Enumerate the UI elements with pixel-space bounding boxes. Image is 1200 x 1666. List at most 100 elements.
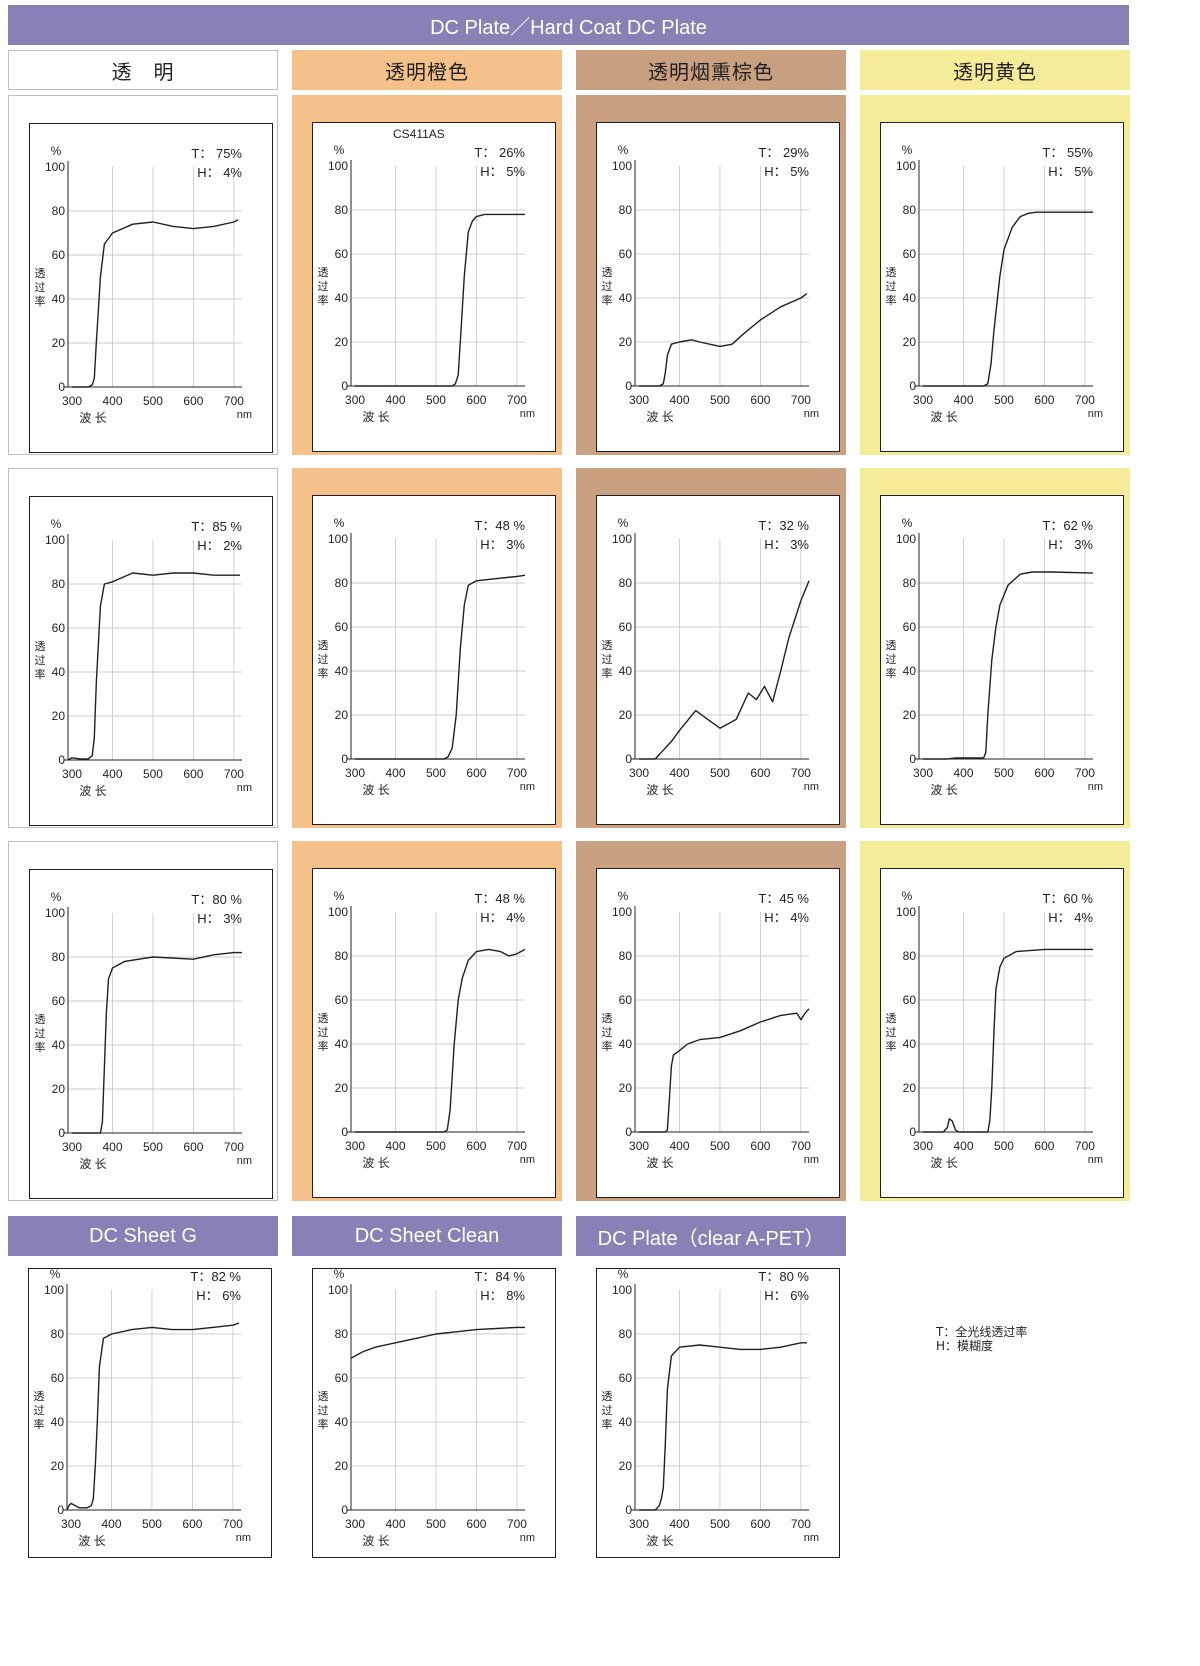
haze-label: H： 4% — [764, 910, 809, 925]
y-tick-label: 100 — [612, 1283, 632, 1297]
transmittance-curve — [355, 948, 526, 1133]
chart-panel: 0 20 40 60 80 100% 透过率 300 400 500 600 700 nm 波 长 T：82… — [8, 1262, 278, 1562]
x-tick-label: 700 — [507, 1139, 527, 1153]
y-tick-label: 20 — [52, 1082, 66, 1096]
y-tick-label: 80 — [335, 1327, 349, 1341]
x-tick-label: 500 — [710, 1139, 730, 1153]
y-tick-label: 0 — [58, 753, 65, 767]
haze-label: H： 3% — [480, 537, 525, 552]
y-axis-label-char: 过 — [886, 653, 897, 666]
haze-label: H： 6% — [764, 1288, 809, 1303]
x-tick-label: 400 — [953, 766, 973, 780]
x-unit-label: nm — [236, 1532, 251, 1544]
x-unit-label: nm — [520, 1154, 535, 1166]
y-tick-label: 20 — [903, 1081, 917, 1095]
y-tick-label: 0 — [341, 379, 348, 393]
y-tick-label: 20 — [335, 1459, 349, 1473]
x-tick-label: 600 — [182, 1517, 202, 1531]
transmittance-label: T：60 % — [1042, 891, 1093, 906]
y-tick-label: 0 — [909, 1125, 916, 1139]
x-tick-label: 700 — [507, 766, 527, 780]
legend-t-line: T：全光线透过率 — [936, 1325, 1028, 1339]
transmittance-curve — [639, 293, 808, 387]
x-axis-label: 波 长 — [78, 1534, 105, 1548]
y-tick-label: 40 — [903, 291, 917, 305]
x-tick-label: 400 — [385, 766, 405, 780]
y-axis-label-char: 率 — [318, 1039, 329, 1053]
y-tick-label: 60 — [335, 247, 349, 261]
x-unit-label: nm — [1088, 408, 1103, 420]
y-axis-label-char: 透 — [886, 639, 897, 652]
x-tick-label: 300 — [62, 1140, 82, 1154]
x-tick-label: 500 — [426, 393, 446, 407]
bottom-banner-1: DC Sheet Clean — [292, 1216, 562, 1256]
column-header-label: 透明烟熏棕色 — [648, 59, 774, 84]
x-tick-label: 500 — [426, 1517, 446, 1531]
haze-label: H： 5% — [480, 164, 525, 179]
y-unit-label: % — [334, 516, 345, 530]
x-tick-label: 300 — [345, 766, 365, 780]
y-tick-label: 20 — [903, 708, 917, 722]
x-tick-label: 300 — [913, 766, 933, 780]
x-unit-label: nm — [804, 781, 819, 793]
x-tick-label: 500 — [143, 767, 163, 781]
x-axis-label: 波 长 — [930, 410, 957, 424]
y-tick-label: 0 — [625, 379, 632, 393]
y-axis-label-char: 透 — [886, 1012, 897, 1025]
haze-label: H： 3% — [197, 911, 242, 926]
x-tick-label: 300 — [345, 1517, 365, 1531]
y-tick-label: 60 — [335, 620, 349, 634]
y-unit-label: % — [902, 889, 913, 903]
x-tick-label: 700 — [791, 1517, 811, 1531]
y-axis-label-char: 率 — [34, 1417, 45, 1431]
x-tick-label: 600 — [750, 766, 770, 780]
transmittance-curve — [72, 951, 242, 1134]
x-tick-label: 600 — [466, 766, 486, 780]
y-tick-label: 40 — [52, 1038, 66, 1052]
chart-frame: 0 20 40 60 80 100% 透过率 300 400 500 600 700 nm 波 长 T：84… — [312, 1268, 556, 1558]
y-tick-label: 40 — [51, 1415, 65, 1429]
x-tick-label: 500 — [710, 1517, 730, 1531]
column-header-2: 透明烟熏棕色 — [576, 50, 846, 90]
y-tick-label: 80 — [335, 203, 349, 217]
chart-panel: 0 20 40 60 80 100% 透过率 300 400 500 600 700 nm 波 长 T：60… — [860, 841, 1130, 1201]
y-tick-label: 20 — [619, 708, 633, 722]
y-tick-label: 100 — [328, 905, 348, 919]
y-tick-label: 80 — [335, 949, 349, 963]
y-axis-label-char: 率 — [35, 667, 46, 681]
chart-panel: 0 20 40 60 80 100% 透过率 300 400 500 600 700 nm 波 长 T：48… — [292, 841, 562, 1201]
x-tick-label: 700 — [791, 1139, 811, 1153]
y-tick-label: 40 — [619, 291, 633, 305]
y-axis-label-char: 率 — [602, 666, 613, 680]
transmittance-label: T： 75% — [191, 146, 242, 161]
chart-panel: 0 20 40 60 80 100% 透过率 300 400 500 600 700 nm 波 长 T：62… — [860, 468, 1130, 828]
y-axis-label-char: 透 — [35, 640, 46, 653]
y-tick-label: 60 — [619, 1371, 633, 1385]
y-axis-label-char: 率 — [318, 293, 329, 307]
column-header-label: 透 明 — [111, 59, 175, 84]
x-axis-label: 波 长 — [79, 411, 106, 425]
x-tick-label: 400 — [102, 394, 122, 408]
x-tick-label: 600 — [750, 393, 770, 407]
y-tick-label: 100 — [44, 1283, 64, 1297]
y-axis-label-char: 过 — [886, 1026, 897, 1039]
x-tick-label: 600 — [183, 394, 203, 408]
y-axis-label-char: 过 — [886, 280, 897, 293]
x-tick-label: 700 — [1075, 1139, 1095, 1153]
y-tick-label: 40 — [903, 1037, 917, 1051]
x-unit-label: nm — [1088, 1154, 1103, 1166]
y-tick-label: 80 — [52, 577, 66, 591]
y-axis-label-char: 透 — [318, 1390, 329, 1403]
y-axis-label-char: 过 — [318, 653, 329, 666]
x-unit-label: nm — [804, 408, 819, 420]
y-tick-label: 20 — [335, 1081, 349, 1095]
haze-label: H： 5% — [1048, 164, 1093, 179]
transmittance-curve — [923, 948, 1093, 1133]
y-tick-label: 100 — [328, 1283, 348, 1297]
